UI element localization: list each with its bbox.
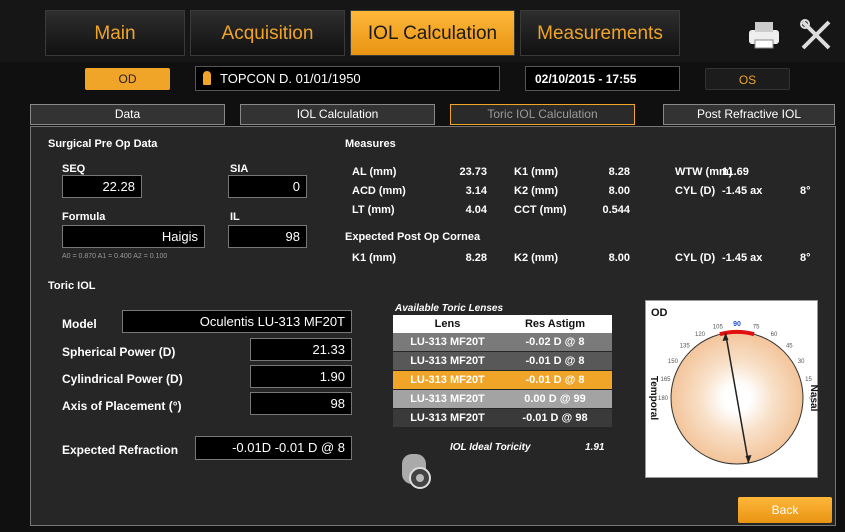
label: Expected Refraction	[62, 443, 178, 457]
input-field[interactable]: 21.33	[250, 338, 352, 361]
lens-name: LU-313 MF20T	[400, 390, 495, 408]
value: 4.04	[430, 204, 487, 216]
os-button[interactable]: OS	[705, 68, 790, 90]
value: 3.14	[430, 185, 487, 197]
label: Axis of Placement (°)	[62, 399, 182, 413]
label: SIA	[230, 163, 248, 175]
nav-tab[interactable]: Main	[45, 10, 185, 56]
diagram-label: 15	[805, 377, 812, 383]
input-field[interactable]: 98	[250, 392, 352, 415]
diagram-label: 105	[713, 325, 724, 331]
diagram-label: 120	[695, 332, 706, 338]
section-title: Toric IOL	[48, 280, 95, 292]
column-header: Lens	[400, 315, 495, 333]
label: LT (mm)	[352, 204, 395, 216]
res-astigm: -0.01 D @ 8	[505, 371, 605, 389]
axis-value: 8°	[800, 252, 811, 264]
lens-name: LU-313 MF20T	[400, 352, 495, 370]
value: -1.45 ax	[722, 185, 777, 197]
lens-name: LU-313 MF20T	[400, 333, 495, 351]
label: ACD (mm)	[352, 185, 406, 197]
value: -1.45 ax	[722, 252, 777, 264]
diagram-label: 90	[733, 321, 741, 328]
diagram-label: 135	[680, 344, 691, 350]
ideal-value: 1.91	[585, 442, 604, 453]
label: SEQ	[62, 163, 85, 175]
input-field[interactable]: 98	[228, 225, 307, 248]
toolbar-icons	[745, 18, 835, 52]
formula-constants: A0 = 0.870 A1 = 0.400 A2 = 0.100	[62, 253, 167, 260]
label: CCT (mm)	[514, 204, 567, 216]
value: 8.28	[575, 166, 630, 178]
res-astigm: -0.01 D @ 8	[505, 352, 605, 370]
table-title: Available Toric Lenses	[395, 303, 503, 314]
input-field[interactable]: 22.28	[62, 175, 142, 198]
diagram-label: 75	[753, 325, 760, 331]
od-button[interactable]: OD	[85, 68, 170, 90]
res-astigm: 0.00 D @ 99	[505, 390, 605, 408]
section-title: Measures	[345, 138, 396, 150]
value: 8.00	[575, 252, 630, 264]
label: Formula	[62, 211, 105, 223]
back-button[interactable]: Back	[738, 497, 832, 523]
diagram-label: OD	[651, 307, 668, 319]
column-header: Res Astigm	[505, 315, 605, 333]
nav-tab[interactable]: Acquisition	[190, 10, 345, 56]
label: IL	[230, 211, 240, 223]
axis-value: 8°	[800, 185, 811, 197]
diagram-label: 165	[661, 377, 672, 383]
label: K1 (mm)	[514, 166, 558, 178]
label: AL (mm)	[352, 166, 396, 178]
label: Cylindrical Power (D)	[62, 372, 183, 386]
input-field[interactable]: 1.90	[250, 365, 352, 388]
label: K2 (mm)	[514, 252, 558, 264]
label: CYL (D)	[675, 185, 715, 197]
date-time: 02/10/2015 - 17:55	[535, 72, 636, 86]
app-window: ODTemporalNasal0153045607590105120135150…	[0, 0, 845, 532]
patient-name: TOPCON D. 01/01/1950	[220, 71, 361, 86]
label: CYL (D)	[675, 252, 715, 264]
label: K2 (mm)	[514, 185, 558, 197]
label: K1 (mm)	[352, 252, 396, 264]
ideal-label: IOL Ideal Toricity	[450, 442, 531, 453]
lens-name: LU-313 MF20T	[400, 371, 495, 389]
lens-name: LU-313 MF20T	[400, 409, 495, 427]
value: 8.28	[430, 252, 487, 264]
sub-tab[interactable]: Post Refractive IOL	[663, 104, 835, 125]
value: 11.69	[722, 166, 777, 178]
sub-tab[interactable]: Toric IOL Calculation	[450, 104, 635, 125]
sub-tab[interactable]: Data	[30, 104, 225, 125]
diagram-label: 45	[786, 344, 793, 350]
section-title: Expected Post Op Cornea	[345, 231, 480, 243]
diagram-label: 180	[658, 396, 669, 402]
patient-icon	[203, 71, 211, 85]
value: 23.73	[430, 166, 487, 178]
value: 0.544	[575, 204, 630, 216]
nav-tab[interactable]: Measurements	[520, 10, 680, 56]
input-field[interactable]: -0.01D -0.01 D @ 8	[195, 436, 352, 460]
diagram-label: 60	[771, 332, 778, 338]
value: 8.00	[575, 185, 630, 197]
diagram-label: 30	[798, 359, 805, 365]
printer-icon[interactable]	[749, 22, 779, 48]
input-field[interactable]: 0	[228, 175, 307, 198]
sub-tab[interactable]: IOL Calculation	[240, 104, 435, 125]
input-field[interactable]: Oculentis LU-313 MF20T	[122, 310, 352, 333]
label: Model	[62, 317, 97, 331]
res-astigm: -0.02 D @ 8	[505, 333, 605, 351]
res-astigm: -0.01 D @ 98	[505, 409, 605, 427]
input-field[interactable]: Haigis	[62, 225, 205, 248]
tools-icon[interactable]	[801, 20, 829, 48]
camera-icon	[398, 448, 442, 492]
diagram-label: 150	[668, 359, 679, 365]
label: Spherical Power (D)	[62, 345, 175, 359]
section-title: Surgical Pre Op Data	[48, 138, 157, 150]
nav-tab[interactable]: IOL Calculation	[350, 10, 515, 56]
